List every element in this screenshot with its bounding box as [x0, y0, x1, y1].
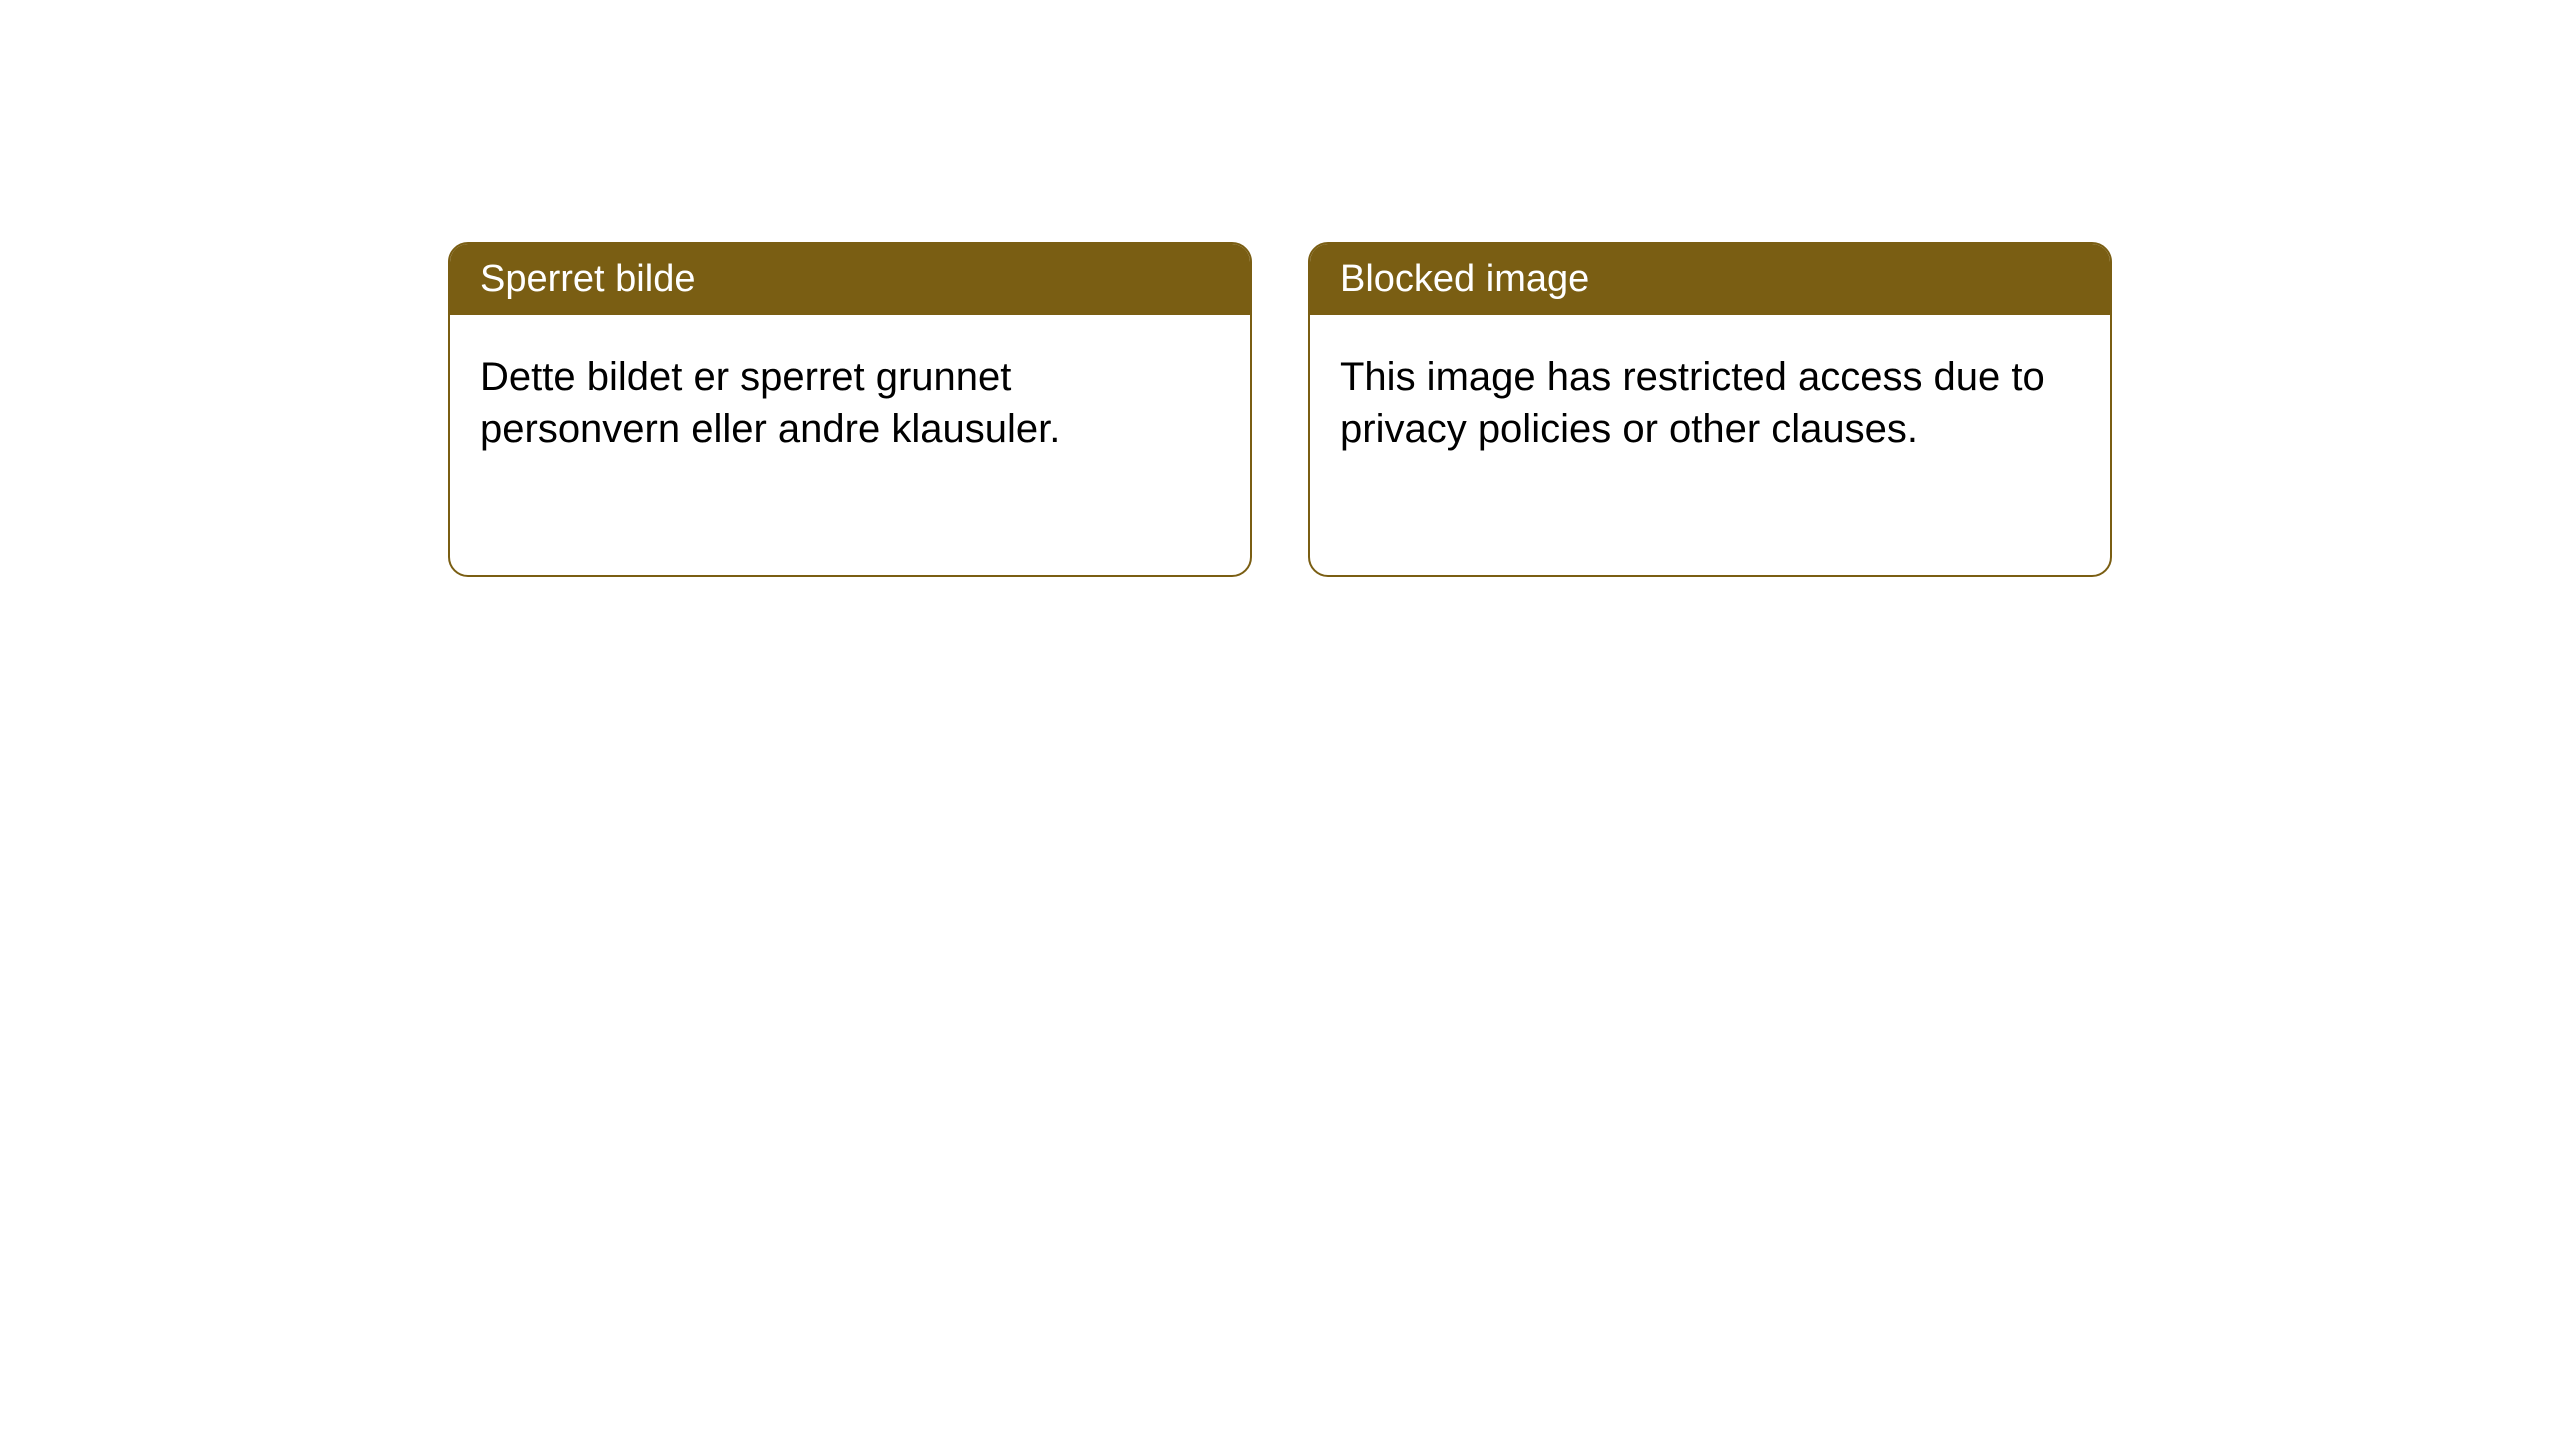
notice-card-header: Blocked image: [1310, 244, 2110, 315]
notice-card-title: Sperret bilde: [480, 258, 695, 300]
notice-card-body-text: This image has restricted access due to …: [1340, 355, 2045, 451]
notice-card-body: Dette bildet er sperret grunnet personve…: [450, 315, 1250, 491]
notice-card-title: Blocked image: [1340, 258, 1589, 300]
notice-card-body: This image has restricted access due to …: [1310, 315, 2110, 491]
notice-card-norwegian: Sperret bilde Dette bildet er sperret gr…: [448, 242, 1252, 577]
notice-card-english: Blocked image This image has restricted …: [1308, 242, 2112, 577]
notice-card-body-text: Dette bildet er sperret grunnet personve…: [480, 355, 1060, 451]
notice-card-header: Sperret bilde: [450, 244, 1250, 315]
notice-cards-container: Sperret bilde Dette bildet er sperret gr…: [448, 242, 2112, 577]
